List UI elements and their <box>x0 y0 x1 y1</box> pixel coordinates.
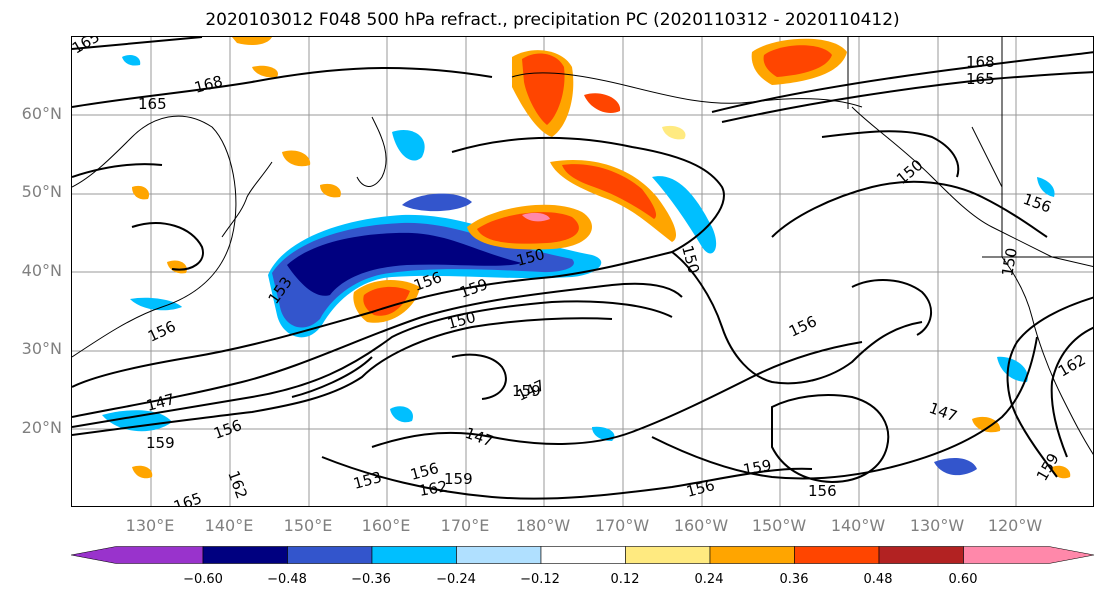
colorbar-tick: −0.48 <box>267 572 307 587</box>
contour-label: 159 <box>742 456 773 479</box>
contour-lines <box>72 37 1093 500</box>
contour-label: 156 <box>211 416 244 443</box>
contour-label: 168 <box>966 53 995 71</box>
lon-label-150e: 150°E <box>283 516 333 535</box>
map-canvas: 165 168 165 168 165 153 150 156 159 150 … <box>72 37 1093 507</box>
contour-label: 150 <box>998 246 1021 277</box>
contour-label: 159 <box>444 470 473 488</box>
coastlines <box>72 37 1093 455</box>
colorbar-segment <box>794 546 880 564</box>
contour-label: 150 <box>445 308 477 333</box>
contour-label: 165 <box>138 95 167 113</box>
plot-title: 2020103012 F048 500 hPa refract., precip… <box>205 10 900 30</box>
contour-label: 165 <box>966 70 995 88</box>
lon-label-130e: 130°E <box>125 516 175 535</box>
contour-label: 156 <box>786 312 820 340</box>
lon-label-140e: 140°E <box>204 516 254 535</box>
lon-label-160w: 160°W <box>673 516 729 535</box>
lon-label-130w: 130°W <box>909 516 965 535</box>
contour-label: 153 <box>351 468 383 493</box>
lat-label-30n: 30°N <box>21 339 62 358</box>
contour-label: 168 <box>192 72 224 97</box>
contour-label: 147 <box>514 376 548 404</box>
lon-label-170w: 170°W <box>594 516 650 535</box>
contour-label: 159 <box>146 434 175 452</box>
colorbar-tick: 0.12 <box>610 572 640 587</box>
lat-label-20n: 20°N <box>21 418 62 437</box>
contour-label: 156 <box>684 476 716 501</box>
lat-label-50n: 50°N <box>21 182 62 201</box>
colorbar-segment <box>456 546 542 564</box>
colorbar <box>71 546 1095 564</box>
contour-label: 147 <box>927 399 960 426</box>
contour-label: 150 <box>678 243 703 275</box>
contour-label: 162 <box>1055 351 1089 381</box>
lon-label-160e: 160°E <box>361 516 411 535</box>
map-panel: 165 168 165 168 165 153 150 156 159 150 … <box>71 36 1094 507</box>
contour-label: 159 <box>512 382 541 400</box>
contour-label: 147 <box>463 424 496 451</box>
contour-label: 162 <box>224 468 251 501</box>
colorbar-tick: 0.24 <box>694 572 724 587</box>
colorbar-segment <box>878 546 964 564</box>
colorbar-tick: −0.12 <box>520 572 560 587</box>
colorbar-segment <box>540 546 626 564</box>
lon-label-150w: 150°W <box>751 516 807 535</box>
contour-label: 156 <box>145 317 179 345</box>
lon-label-180w: 180°W <box>515 516 571 535</box>
colorbar-tick: 0.36 <box>779 572 809 587</box>
lat-label-40n: 40°N <box>21 261 62 280</box>
positive-anomaly-fills <box>132 37 1071 479</box>
colorbar-tick: −0.60 <box>183 572 223 587</box>
contour-label: 159 <box>457 275 490 302</box>
contour-label: 165 <box>171 489 204 507</box>
colorbar-tick: 0.60 <box>948 572 978 587</box>
colorbar-segment <box>625 546 711 564</box>
colorbar-segment <box>371 546 457 564</box>
lon-label-170e: 170°E <box>440 516 490 535</box>
colorbar-tick: −0.24 <box>436 572 476 587</box>
colorbar-extend-low <box>71 546 204 564</box>
lon-label-120w: 120°W <box>987 516 1043 535</box>
colorbar-segment <box>287 546 373 564</box>
contour-label: 162 <box>418 477 449 500</box>
lon-label-140w: 140°W <box>830 516 886 535</box>
colorbar-tick: −0.36 <box>351 572 391 587</box>
colorbar-segment <box>202 546 288 564</box>
colorbar-extend-high <box>963 546 1095 564</box>
colorbar-tick: 0.48 <box>863 572 893 587</box>
contour-label: 156 <box>808 482 837 500</box>
lat-label-60n: 60°N <box>21 104 62 123</box>
colorbar-segment <box>709 546 795 564</box>
